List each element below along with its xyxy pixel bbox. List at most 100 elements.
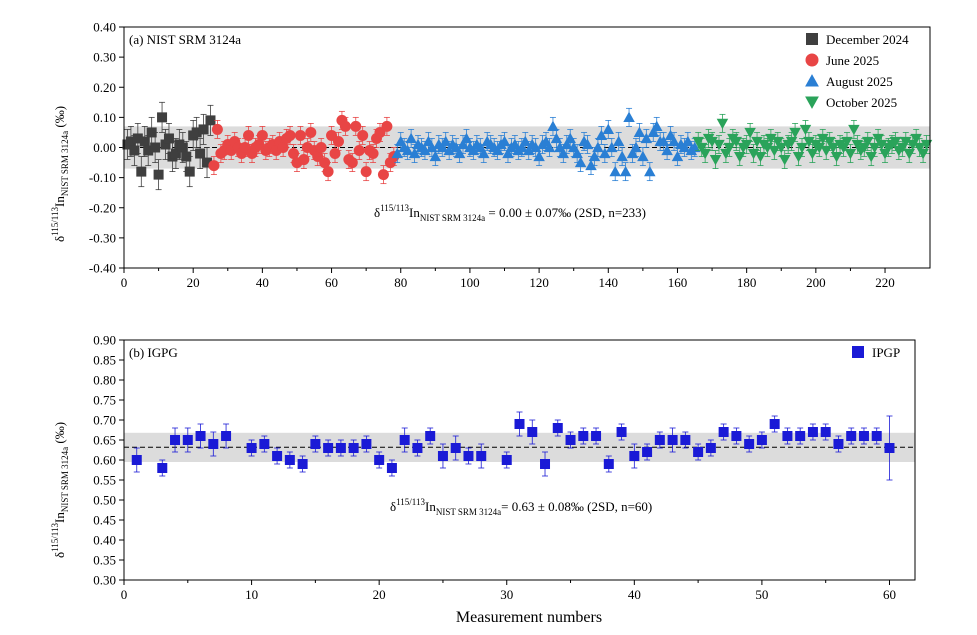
data-point	[453, 147, 466, 159]
data-point	[399, 435, 410, 445]
data-point	[557, 147, 570, 159]
data-point	[297, 459, 308, 469]
data-point	[865, 151, 877, 163]
data-point	[718, 427, 729, 437]
data-point	[775, 142, 788, 154]
data-point	[478, 147, 490, 159]
data-point	[294, 129, 306, 141]
y-tick-label: 0.30	[93, 50, 116, 65]
data-point	[529, 141, 542, 153]
data-point	[284, 455, 295, 465]
data-point	[910, 133, 922, 145]
legend-marker	[805, 96, 819, 109]
data-point	[612, 135, 625, 147]
data-point	[476, 451, 487, 461]
data-point	[335, 443, 346, 453]
data-point	[693, 447, 704, 457]
x-tick-label: 160	[668, 275, 688, 290]
data-point	[846, 431, 857, 441]
legend-marker	[805, 74, 819, 87]
data-point	[827, 142, 839, 154]
data-point	[761, 142, 774, 154]
data-point	[699, 148, 711, 160]
data-point	[565, 435, 576, 445]
x-tick-label: 50	[755, 587, 768, 602]
data-point	[765, 133, 777, 145]
data-point	[889, 136, 902, 148]
data-point	[807, 427, 818, 437]
data-point	[419, 144, 431, 156]
data-point	[443, 144, 455, 156]
data-point	[848, 124, 860, 136]
data-point	[671, 150, 684, 162]
data-point	[170, 148, 181, 159]
data-point	[716, 118, 729, 130]
data-point	[733, 151, 746, 163]
stat-annotation-b: δ115/113InNIST SRM 3124a= 0.63 ± 0.08‰ (…	[390, 497, 652, 517]
data-point	[184, 166, 195, 177]
x-tick-label: 10	[245, 587, 258, 602]
series-3	[692, 113, 933, 169]
data-point	[640, 132, 653, 144]
legend-label: August 2025	[826, 74, 893, 89]
data-point	[823, 136, 836, 148]
data-point	[288, 148, 300, 160]
data-point	[875, 139, 888, 151]
data-point	[170, 435, 181, 445]
data-point	[401, 144, 414, 156]
data-point	[284, 129, 296, 141]
data-point	[157, 112, 168, 123]
data-point	[803, 136, 815, 148]
data-point	[527, 427, 538, 437]
data-point	[806, 148, 819, 160]
legend-label: IPGP	[872, 345, 900, 360]
data-point	[772, 136, 784, 148]
data-point	[695, 142, 708, 154]
data-point	[602, 123, 615, 135]
data-point	[450, 443, 461, 453]
data-point	[332, 135, 344, 147]
data-point	[588, 150, 601, 162]
data-point	[463, 451, 474, 461]
data-point	[426, 141, 438, 153]
data-point	[457, 138, 469, 150]
data-point	[153, 169, 164, 180]
data-point	[386, 463, 397, 473]
data-point	[692, 136, 704, 148]
data-point	[550, 132, 563, 144]
data-point	[533, 150, 545, 162]
data-point	[756, 435, 767, 445]
data-point	[796, 142, 808, 154]
data-point	[211, 123, 223, 135]
data-point	[182, 435, 193, 445]
data-point	[136, 166, 147, 177]
data-point	[357, 129, 369, 141]
data-point	[644, 165, 656, 177]
data-point	[125, 136, 136, 147]
y-tick-label: -0.20	[89, 200, 116, 215]
data-point	[514, 419, 525, 429]
data-point	[160, 139, 171, 150]
data-point	[833, 439, 844, 449]
data-point	[740, 139, 753, 151]
data-point	[630, 141, 642, 153]
data-point	[744, 127, 756, 139]
data-point	[502, 147, 514, 159]
x-tick-label: 20	[373, 587, 386, 602]
data-point	[143, 145, 154, 156]
data-point	[439, 135, 452, 147]
data-point	[191, 127, 202, 138]
data-point	[256, 129, 268, 141]
plot-area-a: 0 20 40 60 80 100 120 140 160 180 200 220 -0.40 -0.30…	[89, 20, 933, 290]
data-point	[552, 423, 563, 433]
data-point	[606, 141, 618, 153]
x-tick-label: 40	[256, 275, 269, 290]
x-tick-label: 60	[325, 275, 338, 290]
y-tick-label: 0.90	[93, 333, 116, 348]
data-point	[705, 443, 716, 453]
y-tick-label: 0.30	[93, 573, 116, 588]
data-point	[768, 145, 781, 157]
data-point	[799, 124, 812, 136]
data-point	[868, 142, 881, 154]
data-point	[198, 124, 209, 135]
